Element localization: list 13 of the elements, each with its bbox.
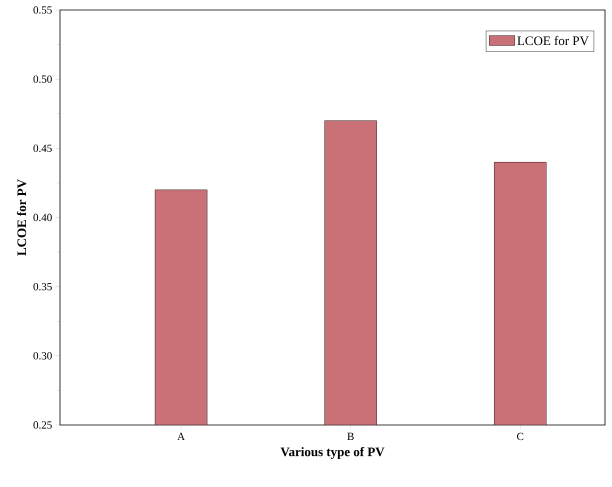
y-axis-title: LCOE for PV [16,179,26,256]
x-tick-label: B [347,432,354,440]
y-tick-label: 0.55 [33,6,52,14]
y-tick-label: 0.45 [33,144,52,152]
x-tick-label: C [517,432,524,440]
y-tick-label: 0.30 [33,352,52,360]
y-tick-label: 0.50 [33,75,52,83]
y-tick-label: 0.25 [33,421,52,429]
x-axis-title: Various type of PV [280,446,384,459]
y-tick-label: 0.35 [33,282,52,290]
y-tick-label: 0.40 [33,214,52,222]
x-tick-label: A [177,432,185,440]
legend-label: LCOE for PV [517,36,589,46]
